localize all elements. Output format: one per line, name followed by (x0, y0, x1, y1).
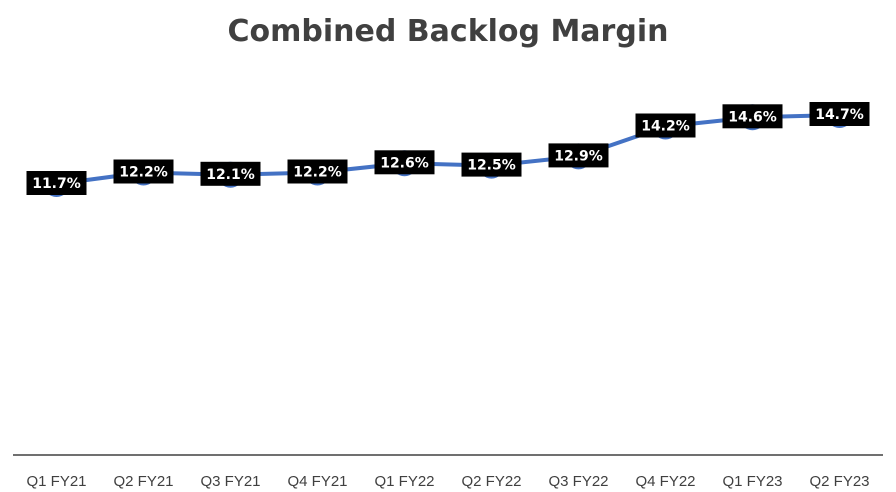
data-label-box (26, 171, 87, 195)
data-label-box (635, 113, 696, 138)
data-label-text: 14.2% (641, 119, 690, 135)
data-label: 12.9% (548, 143, 609, 168)
data-label: 12.2% (113, 159, 174, 184)
x-tick-label: Q1 FY21 (26, 473, 86, 490)
x-tick-label: Q2 FY22 (461, 473, 521, 490)
x-tick-label: Q3 FY22 (548, 473, 608, 490)
data-label-box (461, 152, 522, 177)
data-label: 12.1% (200, 161, 261, 186)
x-tick-label: Q1 FY23 (722, 473, 782, 490)
x-tick-label: Q2 FY21 (113, 473, 173, 490)
data-label-text: 12.9% (554, 148, 603, 164)
data-label: 11.7% (26, 171, 87, 195)
data-label-text: 12.1% (206, 167, 255, 183)
data-label-text: 12.6% (380, 155, 429, 171)
data-label: 12.5% (461, 152, 522, 177)
data-label-text: 12.2% (293, 165, 342, 181)
data-label: 14.7% (809, 102, 870, 126)
x-tick-label: Q4 FY21 (287, 473, 347, 490)
x-tick-label: Q1 FY22 (374, 473, 434, 490)
data-label: 12.2% (287, 159, 348, 184)
data-label-box (374, 150, 435, 175)
data-label-box (809, 102, 870, 126)
data-label-text: 14.6% (728, 109, 777, 125)
data-label: 14.6% (722, 104, 783, 129)
data-label-text: 12.2% (119, 165, 168, 181)
data-label-text: 12.5% (467, 158, 516, 174)
data-label: 14.2% (635, 113, 696, 138)
x-tick-label: Q4 FY22 (635, 473, 695, 490)
data-label-box (287, 159, 348, 184)
data-label-box (113, 159, 174, 184)
x-tick-label: Q2 FY23 (809, 473, 869, 490)
data-label-box (200, 161, 261, 186)
data-label: 12.6% (374, 150, 435, 175)
data-label-box (722, 104, 783, 129)
chart-title: Combined Backlog Margin (227, 14, 669, 49)
data-label-text: 14.7% (815, 107, 864, 123)
data-label-box (548, 143, 609, 168)
x-tick-label: Q3 FY21 (200, 473, 260, 490)
series-line (54, 113, 842, 186)
data-label-text: 11.7% (32, 176, 81, 192)
